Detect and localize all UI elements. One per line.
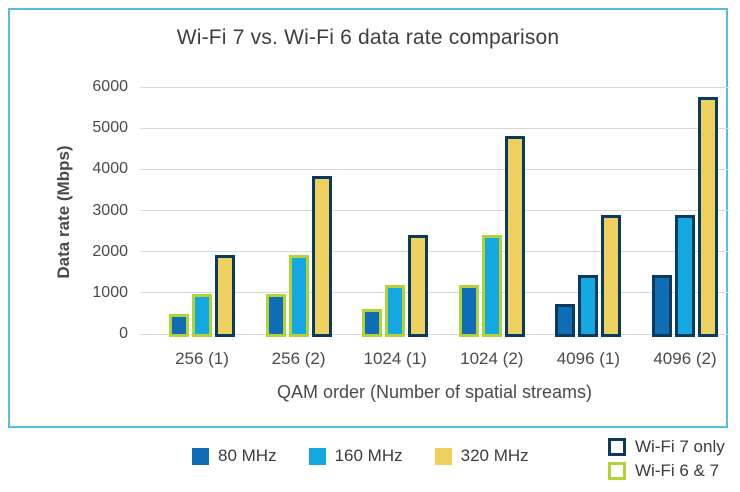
bar-160MHz-4096-1-	[578, 275, 599, 337]
plot-area	[140, 86, 729, 337]
legend-label-160mhz: 160 MHz	[334, 446, 403, 465]
gridline-2000	[140, 251, 729, 253]
bar-group-4096-2-	[651, 87, 719, 337]
bar-320MHz-256-2-	[311, 176, 332, 337]
bar-80MHz-256-2-	[265, 294, 286, 337]
legend-item-wifi7-only: Wi-Fi 7 only	[608, 437, 725, 457]
bar-320MHz-1024-1-	[408, 235, 429, 337]
legend-label-320mhz: 320 MHz	[460, 446, 529, 465]
legend-item-wifi6and7: Wi-Fi 6 & 7	[608, 461, 725, 481]
bar-320MHz-4096-2-	[698, 97, 718, 337]
bar-160MHz-256-2-	[288, 255, 309, 337]
bar-group-1024-1-	[361, 87, 429, 337]
bar-160MHz-256-1-	[192, 294, 212, 337]
x-category-label-4096-1-: 4096 (1)	[556, 349, 621, 368]
bar-80MHz-4096-1-	[555, 304, 576, 337]
gridline-4000	[140, 168, 729, 170]
y-tick-label-0: 0	[119, 325, 128, 342]
gridline-3000	[140, 210, 729, 211]
legend-item-320mhz: 320 MHz	[434, 446, 529, 466]
gridline-5000	[140, 127, 729, 129]
legend-item-160mhz: 160 MHz	[308, 446, 403, 466]
legend-outline-swatch-wifi6and7	[608, 462, 626, 480]
x-category-label-1024-1-: 1024 (1)	[363, 349, 427, 368]
x-category-label-256-1-: 256 (1)	[175, 349, 229, 368]
bar-160MHz-4096-2-	[675, 215, 695, 337]
legend-label-wifi6and7: Wi-Fi 6 & 7	[635, 461, 720, 480]
x-category-label-256-2-: 256 (2)	[271, 349, 326, 368]
y-tick-label-4000: 4000	[92, 160, 128, 178]
legend-label-wifi7-only: Wi-Fi 7 only	[635, 437, 725, 456]
legend-outline-swatch-wifi7-only	[608, 438, 626, 456]
x-category-label-4096-2-: 4096 (2)	[653, 349, 717, 368]
gridline-6000	[140, 86, 729, 88]
y-tick-label-1000: 1000	[92, 283, 128, 301]
bar-80MHz-4096-2-	[652, 275, 672, 337]
x-category-label-1024-2-: 1024 (2)	[460, 349, 524, 368]
y-tick-label-2000: 2000	[92, 242, 128, 260]
bar-320MHz-4096-1-	[601, 215, 622, 337]
gridline-1000	[140, 292, 729, 294]
y-tick-label-5000: 5000	[92, 119, 128, 137]
bar-320MHz-1024-2-	[504, 136, 525, 337]
bar-group-256-1-	[168, 87, 236, 337]
legend-wifi-generation: Wi-Fi 7 only Wi-Fi 6 & 7	[608, 437, 725, 481]
legend-swatch-160mhz	[308, 447, 326, 465]
legend-swatch-80mhz	[192, 447, 209, 465]
legend-label-80mhz: 80 MHz	[218, 446, 277, 465]
bar-80MHz-1024-1-	[362, 309, 383, 337]
bar-160MHz-1024-2-	[481, 235, 502, 337]
bar-80MHz-1024-2-	[458, 285, 479, 337]
bar-160MHz-1024-1-	[385, 285, 406, 337]
legend-item-80mhz: 80 MHz	[192, 446, 277, 466]
legend-swatch-320mhz	[434, 447, 452, 465]
y-tick-label-3000: 3000	[92, 201, 128, 219]
bar-80MHz-256-1-	[169, 314, 189, 337]
bar-group-1024-2-	[458, 87, 526, 337]
legend-bandwidth: 80 MHz 160 MHz 320 MHz	[192, 446, 529, 466]
y-tick-label-6000: 6000	[92, 78, 128, 95]
x-axis-title: QAM order (Number of spatial streams)	[276, 382, 593, 402]
bar-group-256-2-	[265, 87, 333, 337]
gridline-0	[140, 333, 729, 335]
chart-title: Wi-Fi 7 vs. Wi-Fi 6 data rate comparison	[176, 26, 560, 49]
chart-border-box: Wi-Fi 7 vs. Wi-Fi 6 data rate comparison…	[8, 8, 729, 428]
bar-group-4096-1-	[554, 87, 622, 337]
bar-320MHz-256-1-	[215, 255, 235, 337]
